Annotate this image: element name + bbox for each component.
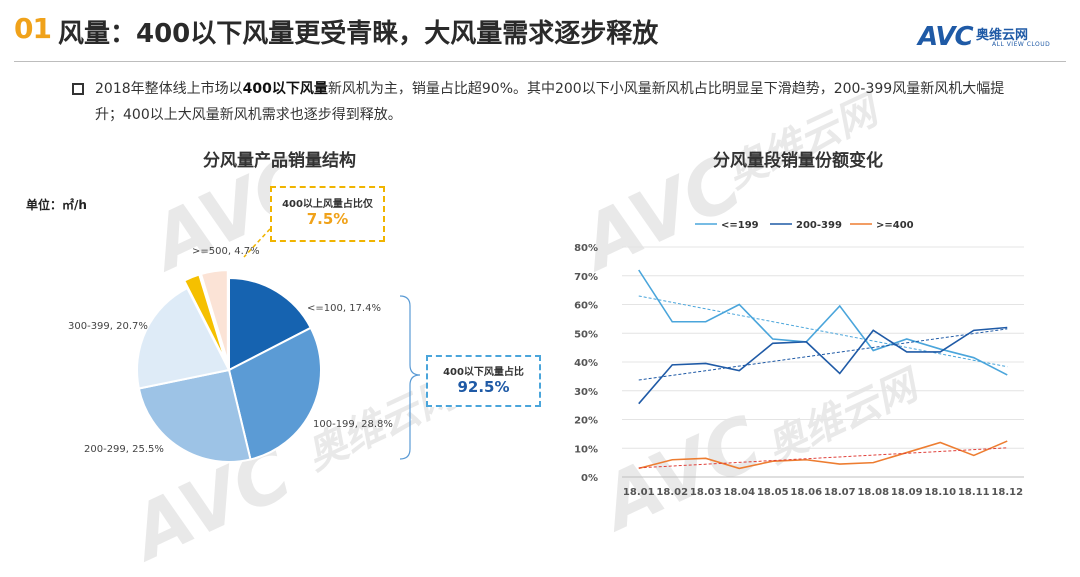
x-tick-label: 18.12 bbox=[991, 487, 1023, 498]
callout-below-400: 400以下风量占比 92.5% bbox=[426, 355, 541, 407]
pie-slice bbox=[228, 276, 313, 372]
pie-slice-label: <=100, 17.4% bbox=[307, 303, 381, 314]
pie-slice bbox=[227, 326, 322, 461]
x-tick-label: 18.07 bbox=[824, 487, 856, 498]
callout-above-400-text: 400以上风量占比仅 bbox=[282, 199, 373, 210]
legend-label: <=199 bbox=[721, 220, 759, 231]
trendline bbox=[638, 328, 1008, 381]
y-tick-label: 20% bbox=[574, 416, 598, 427]
logo-name: 奥维云网 bbox=[976, 28, 1029, 43]
logo-tagline: ALL VIEW CLOUD bbox=[992, 41, 1051, 48]
x-tick-label: 18.11 bbox=[958, 487, 990, 498]
bullet-square-icon bbox=[72, 83, 84, 95]
logo-mark: AVC bbox=[918, 22, 974, 52]
callout-below-400-text: 400以下风量占比 bbox=[443, 367, 524, 378]
y-tick-label: 10% bbox=[574, 444, 598, 455]
y-tick-label: 30% bbox=[574, 387, 598, 398]
y-tick-label: 60% bbox=[574, 301, 598, 312]
y-tick-label: 40% bbox=[574, 358, 598, 369]
header-divider bbox=[14, 61, 1066, 62]
callout-below-400-value: 92.5% bbox=[457, 378, 510, 396]
line-chart-title: 分风量段销量份额变化 bbox=[713, 151, 883, 171]
pie-slice bbox=[136, 286, 231, 390]
pie-chart-title: 分风量产品销量结构 bbox=[203, 151, 356, 171]
x-tick-label: 18.02 bbox=[656, 487, 688, 498]
summary-highlight: 400以下风量 bbox=[242, 81, 328, 97]
trendline bbox=[638, 295, 1008, 368]
section-number: 01 bbox=[14, 12, 52, 45]
pie-slice-label: 300-399, 20.7% bbox=[68, 321, 148, 332]
line-chart: 0%10%20%30%40%50%60%70%80%18.01 18.02 18.0… bbox=[574, 220, 1024, 498]
y-tick-label: 50% bbox=[574, 329, 598, 340]
unit-label: 单位：㎡/h bbox=[26, 198, 87, 212]
callout-connector bbox=[243, 228, 271, 258]
x-tick-label: 18.03 bbox=[690, 487, 722, 498]
company-logo: AVC 奥维云网 ALL VIEW CLOUD bbox=[918, 22, 1058, 54]
x-tick-label: 18.08 bbox=[857, 487, 889, 498]
series-line bbox=[638, 269, 1008, 376]
group-bracket bbox=[399, 295, 421, 460]
pie-slice bbox=[199, 269, 229, 363]
pie-slice-label: >=500, 4.7% bbox=[192, 246, 260, 257]
callout-above-400: 400以上风量占比仅 7.5% bbox=[270, 186, 385, 242]
x-tick-label: 18.04 bbox=[723, 487, 755, 498]
x-tick-label: 18.09 bbox=[891, 487, 923, 498]
x-tick-label: 18.05 bbox=[757, 487, 789, 498]
x-tick-label: 18.01 bbox=[623, 487, 655, 498]
y-tick-label: 70% bbox=[574, 272, 598, 283]
trendline bbox=[638, 447, 1008, 469]
pie-slice bbox=[137, 368, 252, 463]
callout-above-400-value: 7.5% bbox=[306, 210, 349, 228]
x-tick-label: 18.10 bbox=[924, 487, 956, 498]
summary-text: 2018年整体线上市场以400以下风量新风机为主，销量占比超90%。其中200以… bbox=[95, 81, 1005, 123]
y-tick-label: 0% bbox=[581, 473, 598, 484]
series-line bbox=[638, 326, 1008, 405]
page-title: 风量：400以下风量更受青睐，大风量需求逐步释放 bbox=[58, 19, 659, 49]
pie-slice-label: 100-199, 28.8% bbox=[313, 419, 393, 430]
legend-label: >=400 bbox=[876, 220, 914, 231]
pie-chart: <=100, 17.4% 100-199, 28.8% 200-299, 25.5%… bbox=[68, 228, 421, 463]
pie-slice-label: 200-299, 25.5% bbox=[84, 444, 164, 455]
series-line bbox=[638, 440, 1008, 470]
legend-label: 200-399 bbox=[796, 220, 842, 231]
y-tick-label: 80% bbox=[574, 243, 598, 254]
pie-slice bbox=[182, 273, 227, 364]
x-tick-label: 18.06 bbox=[790, 487, 822, 498]
